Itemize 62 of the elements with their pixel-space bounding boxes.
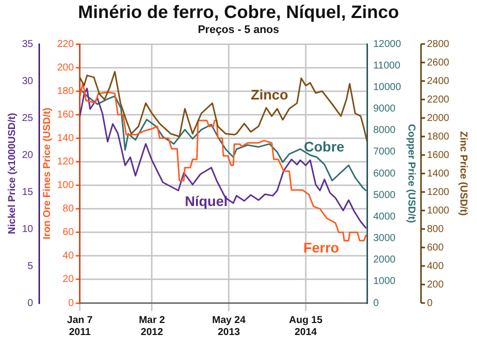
y3-tick-label: 0 — [28, 298, 34, 309]
y-tick-label: 1200 — [427, 186, 450, 198]
y-tick-label: 800 — [427, 224, 444, 235]
y-tick-label: 2000 — [427, 112, 450, 124]
y-tick-label: 1000 — [427, 205, 450, 216]
y3-tick-label: 30 — [22, 76, 34, 87]
y3-tick-label: 25 — [22, 112, 34, 124]
y2-tick-label: 0 — [373, 298, 380, 309]
x-tick-label: Jan 7 2011 — [67, 314, 94, 338]
y-tick-label: 0 — [68, 298, 74, 309]
y-tick-label: 80 — [62, 204, 74, 215]
series-label: Cobre — [304, 138, 345, 154]
y2-tick-label: 4000 — [373, 211, 396, 222]
y2-tick-label: 10000 — [373, 82, 402, 93]
y-tick-label: 120 — [57, 156, 74, 168]
y-tick-label: 140 — [57, 132, 74, 144]
y-axis-title: Zinc Price (USD/t) — [457, 131, 468, 216]
y-tick-label: 1400 — [427, 168, 450, 180]
x-tick-label: Mar 2 2012 — [138, 314, 166, 338]
y3-tick-label: 15 — [22, 186, 34, 198]
y-tick-label: 0 — [427, 298, 433, 309]
y-tick-label: 100 — [57, 180, 74, 192]
y-tick-label: 40 — [62, 250, 74, 262]
y-tick-label: 180 — [57, 86, 74, 97]
y2-tick-label: 7000 — [373, 146, 396, 158]
y3-tick-label: 20 — [22, 150, 34, 161]
chart-title: Minério de ferro, Cobre, Níquel, Zinco — [76, 2, 400, 23]
y-tick-label: 2800 — [427, 38, 450, 50]
y2-tick-label: 9000 — [373, 104, 396, 114]
y2-tick-label: 3000 — [373, 233, 396, 244]
series-label: Ferro — [303, 239, 340, 256]
y-tick-label: 2200 — [427, 94, 450, 106]
y-tick-label: 1600 — [427, 150, 450, 161]
x-tick-label: May 24 2013 — [212, 314, 246, 338]
y-tick-label: 2400 — [427, 76, 450, 87]
y-tick-label: 160 — [57, 109, 74, 120]
chart-subtitle: Preços - 5 anos — [196, 24, 280, 36]
y2-tick-label: 12000 — [373, 38, 402, 50]
y2-tick-label: 8000 — [373, 125, 396, 136]
y2-tick-label: 11000 — [373, 60, 401, 72]
y2-tick-label: 6000 — [373, 168, 396, 180]
y-tick-label: 20 — [62, 274, 74, 286]
y-tick-label: 600 — [427, 242, 444, 254]
x-tick-label: Aug 15 2014 — [289, 314, 323, 338]
y-tick-label: 200 — [57, 62, 74, 74]
series-label: Zinco — [250, 86, 288, 103]
y-axis-title: Iron Ore Fines Price (USD/t) — [42, 108, 53, 240]
y-tick-label: 200 — [427, 279, 444, 290]
y3-axis-title: Nickel Price (x1000USD/t) — [6, 112, 18, 234]
y-tick-label: 2600 — [427, 57, 450, 68]
y2-axis-title: Copper Price (USD/t) — [405, 124, 416, 223]
y-tick-label: 1800 — [427, 131, 450, 142]
series-label: Níquel — [184, 192, 228, 209]
y-tick-label: 400 — [427, 260, 444, 272]
y3-tick-label: 35 — [22, 38, 34, 50]
y3-tick-label: 10 — [22, 224, 34, 235]
y2-tick-label: 2000 — [373, 254, 396, 266]
y2-tick-label: 1000 — [373, 276, 396, 288]
y2-tick-label: 5000 — [373, 190, 396, 201]
y-tick-label: 220 — [57, 38, 74, 50]
y-tick-label: 60 — [62, 227, 74, 238]
y3-tick-label: 5 — [28, 260, 34, 272]
